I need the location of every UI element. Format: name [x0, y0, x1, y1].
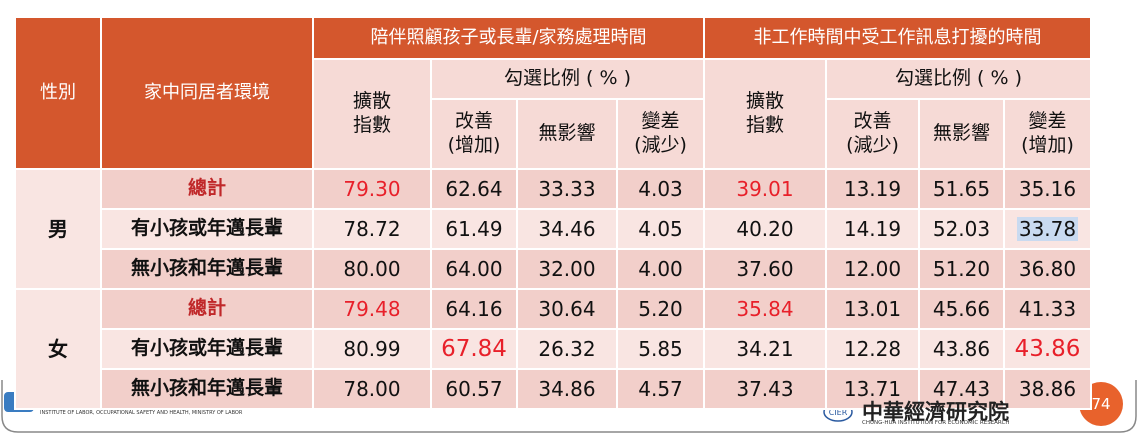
value-cell: 14.19: [825, 208, 920, 250]
env-cell: 有小孩或年邁長輩: [100, 328, 314, 370]
header-cell: 改善 (增加): [430, 98, 518, 170]
data-table: 性別 家中同居者環境 陪伴照顧孩子或長輩/家務處理時間 非工作時間中受工作訊息打…: [14, 16, 1092, 410]
value-cell: 64.00: [430, 248, 518, 290]
header-cell: 勾選比例 ( % ): [825, 58, 1092, 100]
value-cell: 79.30: [312, 168, 432, 210]
value-cell: 4.00: [616, 248, 705, 290]
value-cell: 64.16: [430, 288, 518, 330]
header-cell: 性別: [14, 16, 102, 170]
value-cell: 35.16: [1003, 168, 1092, 210]
value-cell: 52.03: [918, 208, 1005, 250]
header-cell: 改善 (減少): [825, 98, 920, 170]
header-cell: 變差 (減少): [616, 98, 705, 170]
page-number: 74: [1091, 395, 1110, 413]
header-cell: 家中同居者環境: [100, 16, 314, 170]
env-cell: 有小孩或年邁長輩: [100, 208, 314, 250]
footer-right-zh: 中華經濟研究院: [862, 399, 1009, 424]
value-cell: 43.86: [1003, 328, 1092, 370]
header-cell: 無影響: [516, 98, 618, 170]
value-cell: 4.03: [616, 168, 705, 210]
header-cell: 變差 (增加): [1003, 98, 1092, 170]
value-cell: 13.01: [825, 288, 920, 330]
value-cell: 33.78: [1003, 208, 1092, 250]
value-cell: 45.66: [918, 288, 1005, 330]
cier-logo: CIER: [829, 408, 848, 417]
footer-left-en: INSTITUTE OF LABOR, OCCUPATIONAL SAFETY …: [40, 410, 243, 416]
header-cell: 無影響: [918, 98, 1005, 170]
value-cell: 78.72: [312, 208, 432, 250]
value-cell: 30.64: [516, 288, 618, 330]
env-cell: 總計: [100, 168, 314, 210]
value-cell: 5.85: [616, 328, 705, 370]
value-cell: 37.43: [703, 368, 827, 410]
sex-cell: 女: [14, 288, 102, 410]
value-cell: 60.57: [430, 368, 518, 410]
env-cell: 無小孩和年邁長輩: [100, 248, 314, 290]
header-cell: 陪伴照顧孩子或長輩/家務處理時間: [312, 16, 705, 60]
value-cell: 80.99: [312, 328, 432, 370]
value-cell: 43.86: [918, 328, 1005, 370]
value-cell: 41.33: [1003, 288, 1092, 330]
value-cell: 34.86: [516, 368, 618, 410]
value-cell: 51.65: [918, 168, 1005, 210]
footer-right-en: CHUNG-HUA INSTITUTION FOR ECONOMIC RESEA…: [862, 420, 1010, 426]
value-cell: 34.21: [703, 328, 827, 370]
value-cell: 79.48: [312, 288, 432, 330]
value-cell: 39.01: [703, 168, 827, 210]
value-cell: 12.28: [825, 328, 920, 370]
value-cell: 80.00: [312, 248, 432, 290]
value-cell: 13.71: [825, 368, 920, 410]
highlighted-value: 33.78: [1016, 216, 1079, 241]
value-cell: 4.57: [616, 368, 705, 410]
value-cell: 13.19: [825, 168, 920, 210]
header-cell: 勾選比例 ( % ): [430, 58, 705, 100]
value-cell: 12.00: [825, 248, 920, 290]
value-cell: 34.46: [516, 208, 618, 250]
value-cell: 35.84: [703, 288, 827, 330]
env-cell: 總計: [100, 288, 314, 330]
env-cell: 無小孩和年邁長輩: [100, 368, 314, 410]
value-cell: 67.84: [430, 328, 518, 370]
value-cell: 5.20: [616, 288, 705, 330]
sex-cell: 男: [14, 168, 102, 290]
value-cell: 38.86: [1003, 368, 1092, 410]
value-cell: 47.43: [918, 368, 1005, 410]
value-cell: 33.33: [516, 168, 618, 210]
header-cell: 擴散 指數: [312, 58, 432, 170]
header-cell: 非工作時間中受工作訊息打擾的時間: [703, 16, 1092, 60]
value-cell: 61.49: [430, 208, 518, 250]
value-cell: 32.00: [516, 248, 618, 290]
value-cell: 26.32: [516, 328, 618, 370]
value-cell: 78.00: [312, 368, 432, 410]
value-cell: 51.20: [918, 248, 1005, 290]
value-cell: 4.05: [616, 208, 705, 250]
value-cell: 37.60: [703, 248, 827, 290]
value-cell: 40.20: [703, 208, 827, 250]
header-cell: 擴散 指數: [703, 58, 827, 170]
value-cell: 62.64: [430, 168, 518, 210]
value-cell: 36.80: [1003, 248, 1092, 290]
